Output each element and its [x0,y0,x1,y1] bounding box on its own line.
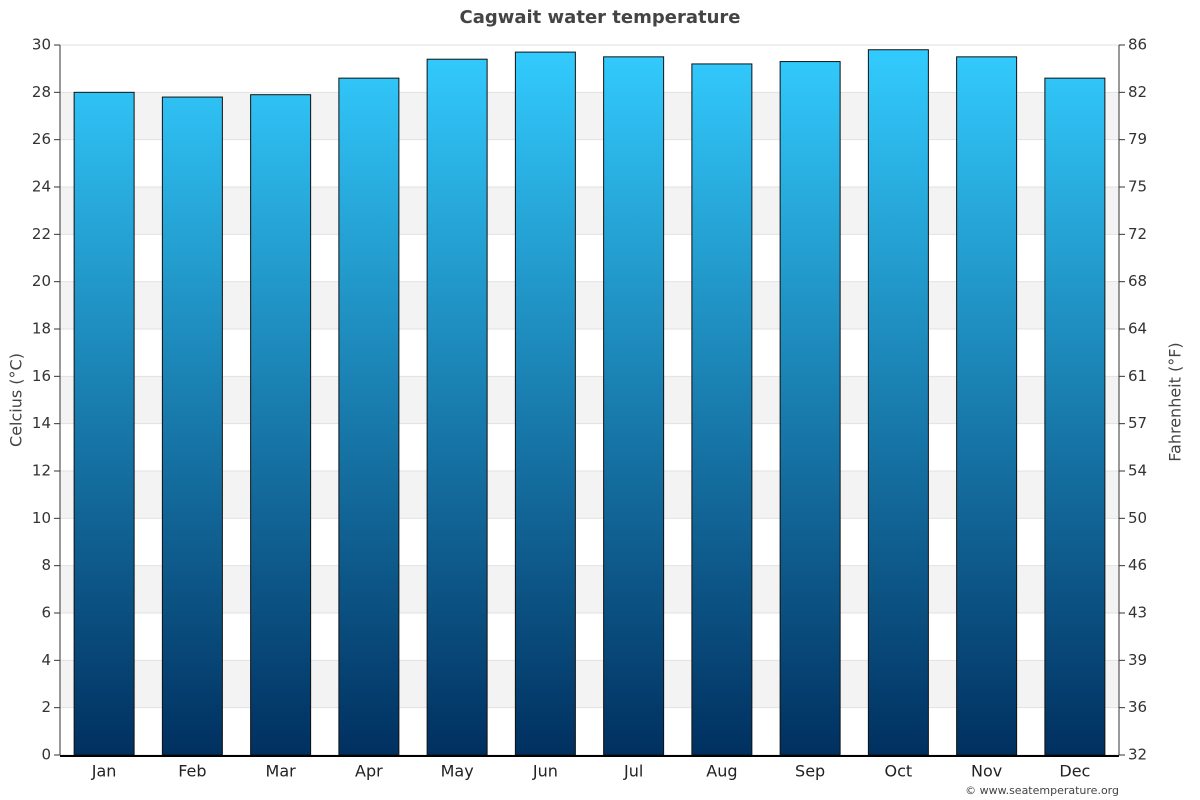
y-tick-label: 10 [32,509,51,527]
x-tick-label: Jul [623,762,643,781]
y-tick-label: 4 [41,651,51,669]
y-tick-label: 6 [41,604,51,622]
bar [956,56,1018,756]
y2-tick-label: 50 [1128,509,1147,527]
x-tick-label: Aug [706,762,737,781]
grid-band [60,660,1119,708]
y-tick-label: 20 [32,272,51,290]
bar [426,58,488,756]
bar [514,51,576,756]
y2-tick-label: 46 [1128,556,1147,574]
x-tick-label: Oct [885,762,913,781]
y2-tick-label: 36 [1128,698,1147,716]
x-tick-label: Jun [532,762,558,781]
grid-band [60,187,1119,235]
y-tick-label: 30 [32,36,51,54]
x-tick-label: Nov [971,762,1002,781]
x-tick-label: Dec [1059,762,1090,781]
grid-band [60,565,1119,613]
y2-axis-title: Fahrenheit (°F) [1166,342,1185,461]
bar [691,63,753,756]
x-tick-label: Apr [355,762,383,781]
x-tick-label: Feb [178,762,206,781]
bar [1044,77,1106,756]
background [60,44,1119,756]
y2-tick-label: 82 [1128,83,1147,101]
y-axis-title: Celcius (°C) [7,353,26,447]
y-tick-label: 12 [32,462,51,480]
y2-tick-label: 86 [1128,36,1147,54]
y-tick-label: 28 [32,83,51,101]
y-tick-label: 8 [41,556,51,574]
y2-tick-label: 32 [1128,746,1147,764]
y2-tick-label: 39 [1128,651,1147,669]
bar [73,91,135,756]
chart-title: Cagwait water temperature [460,7,741,28]
y2-tick-label: 79 [1128,130,1147,148]
x-tick-label: Jan [91,762,117,781]
bar [867,49,929,756]
y-tick-label: 16 [32,367,51,385]
grid-band [60,92,1119,140]
y2-tick-label: 57 [1128,414,1147,432]
y-tick-label: 2 [41,698,51,716]
grid-band [60,471,1119,519]
bar [603,56,665,756]
y2-tick-label: 54 [1128,462,1147,480]
y2-tick-label: 75 [1128,178,1147,196]
y2-tick-label: 61 [1128,367,1147,385]
bar [779,61,841,756]
bar [161,96,223,756]
y-tick-label: 24 [32,178,51,196]
x-tick-label: Sep [795,762,825,781]
y-tick-label: 26 [32,130,51,148]
y-tick-label: 22 [32,225,51,243]
bar [250,94,312,756]
x-tick-label: May [441,762,474,781]
y-tick-label: 14 [32,414,51,432]
grid-band [60,281,1119,329]
y-tick-label: 0 [41,746,51,764]
credit: © www.seatemperature.org [965,784,1119,797]
y2-tick-label: 68 [1128,272,1147,290]
y-tick-label: 18 [32,320,51,338]
grid-band [60,376,1119,424]
y2-tick-label: 43 [1128,604,1147,622]
bar [338,77,400,756]
y2-tick-label: 64 [1128,320,1147,338]
y2-tick-label: 72 [1128,225,1147,243]
x-tick-label: Mar [266,762,297,781]
